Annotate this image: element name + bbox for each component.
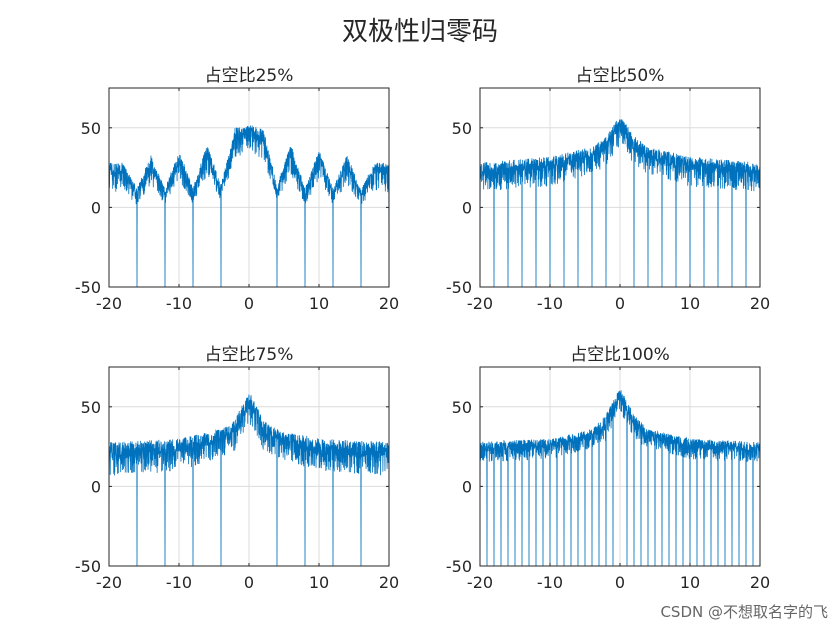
subplot-duty-25: -20 -10 0 10 20 -50 0 50 占空比25% bbox=[75, 66, 399, 313]
x-tick-label: 20 bbox=[750, 573, 770, 592]
x-tick-label: 10 bbox=[309, 294, 329, 313]
x-tick-label: -20 bbox=[96, 294, 122, 313]
spectrum-line bbox=[109, 394, 389, 566]
subplot-duty-50: -20 -10 0 10 20 -50 0 50 占空比50% bbox=[446, 66, 770, 313]
figure-suptitle: 双极性归零码 bbox=[342, 17, 498, 47]
y-tick-label: 0 bbox=[462, 477, 472, 496]
spectrum-line bbox=[109, 125, 389, 287]
subplot-title: 占空比25% bbox=[205, 66, 294, 86]
y-tick-label: -50 bbox=[446, 557, 472, 576]
x-tick-label: -20 bbox=[96, 573, 122, 592]
x-tick-label: -10 bbox=[537, 573, 563, 592]
y-tick-label: -50 bbox=[446, 278, 472, 297]
x-tick-label: 20 bbox=[379, 294, 399, 313]
spectrum-line bbox=[480, 390, 760, 566]
x-tick-label: -10 bbox=[166, 573, 192, 592]
y-tick-label: 50 bbox=[81, 119, 101, 138]
x-tick-label: 0 bbox=[244, 573, 254, 592]
y-tick-label: -50 bbox=[75, 278, 101, 297]
subplot-duty-100: -20 -10 0 10 20 -50 0 50 占空比100% bbox=[446, 345, 770, 592]
x-tick-label: 0 bbox=[615, 294, 625, 313]
y-tick-label: 0 bbox=[91, 477, 101, 496]
subplot-title: 占空比100% bbox=[570, 345, 670, 365]
subplot-duty-75: -20 -10 0 10 20 -50 0 50 占空比75% bbox=[75, 345, 399, 592]
x-tick-label: 20 bbox=[379, 573, 399, 592]
y-tick-label: 50 bbox=[452, 398, 472, 417]
x-tick-label: 20 bbox=[750, 294, 770, 313]
x-tick-label: 10 bbox=[680, 573, 700, 592]
y-tick-label: 0 bbox=[462, 198, 472, 217]
watermark: CSDN @不想取名字的飞 bbox=[660, 603, 828, 621]
x-tick-label: -20 bbox=[467, 294, 493, 313]
spectrum-line bbox=[480, 119, 760, 287]
x-tick-label: -10 bbox=[166, 294, 192, 313]
y-tick-label: 50 bbox=[452, 119, 472, 138]
subplot-title: 占空比75% bbox=[205, 345, 294, 365]
y-tick-label: -50 bbox=[75, 557, 101, 576]
y-tick-label: 50 bbox=[81, 398, 101, 417]
x-tick-label: 0 bbox=[244, 294, 254, 313]
y-tick-label: 0 bbox=[91, 198, 101, 217]
subplot-title: 占空比50% bbox=[576, 66, 665, 86]
x-tick-label: 0 bbox=[615, 573, 625, 592]
x-tick-label: -10 bbox=[537, 294, 563, 313]
x-tick-label: 10 bbox=[680, 294, 700, 313]
x-tick-label: 10 bbox=[309, 573, 329, 592]
x-tick-label: -20 bbox=[467, 573, 493, 592]
